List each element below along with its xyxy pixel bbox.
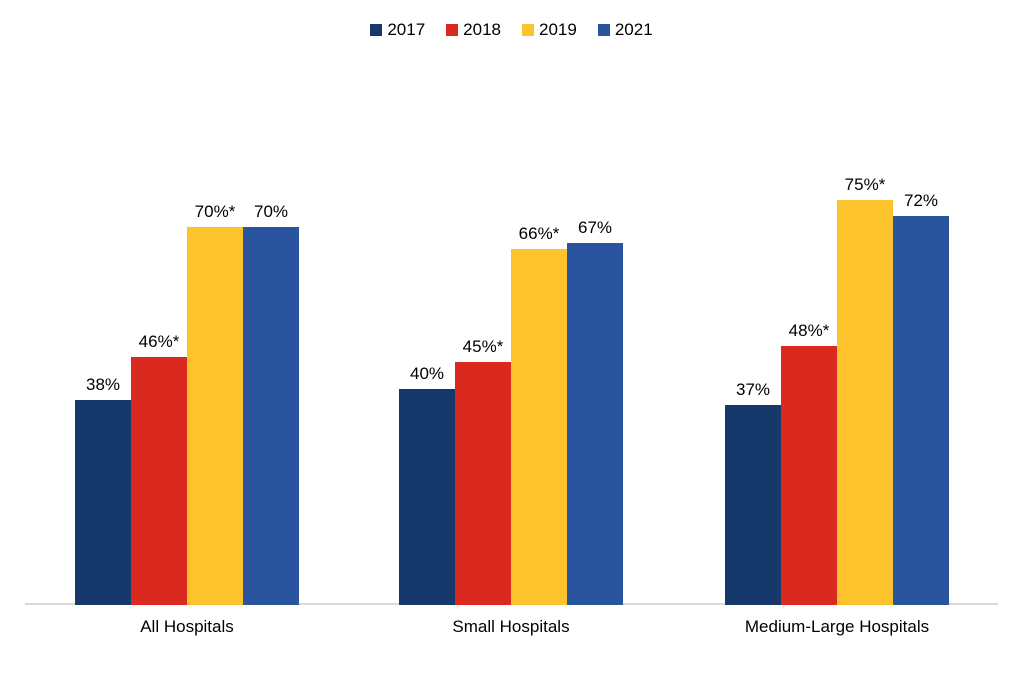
data-label: 48%* (788, 321, 830, 340)
data-label: 70%* (194, 202, 236, 221)
data-label: 75%* (844, 175, 886, 194)
chart-legend: 2017 2018 2019 2021 (0, 21, 1023, 38)
bar-2018 (131, 357, 187, 605)
legend-swatch-icon (370, 23, 383, 36)
bar-2017 (399, 389, 455, 605)
category-axis-labels: All Hospitals Small Hospitals Medium-Large… (0, 617, 1023, 641)
bar-2021 (893, 216, 949, 605)
bar-column: 46%* (131, 65, 187, 605)
bar-column: 40% (399, 65, 455, 605)
legend-label: 2021 (614, 20, 653, 39)
legend-item-2017: 2017 (370, 21, 425, 38)
bar-2018 (781, 346, 837, 605)
category-label: All Hospitals (140, 617, 234, 636)
bar-2019 (187, 227, 243, 605)
data-label: 45%* (462, 337, 504, 356)
data-label: 72% (903, 191, 939, 210)
legend-item-2019: 2019 (522, 21, 577, 38)
bar-group: 38% 46%* 70%* 70% (75, 65, 299, 605)
bar-column: 38% (75, 65, 131, 605)
data-label: 67% (577, 218, 613, 237)
bar-column: 75%* (837, 65, 893, 605)
bar-column: 67% (567, 65, 623, 605)
legend-label: 2017 (387, 20, 426, 39)
data-label: 38% (85, 375, 121, 394)
bar-2018 (455, 362, 511, 605)
legend-label: 2018 (463, 20, 501, 39)
bar-column: 70% (243, 65, 299, 605)
legend-item-2018: 2018 (446, 21, 501, 38)
legend-swatch-icon (597, 23, 610, 36)
legend-swatch-icon (446, 23, 459, 36)
data-label: 40% (409, 364, 445, 383)
bar-2017 (725, 405, 781, 605)
bar-2019 (511, 249, 567, 605)
bar-2019 (837, 200, 893, 605)
bar-group: 37% 48%* 75%* 72% (725, 65, 949, 605)
bar-column: 37% (725, 65, 781, 605)
bar-2021 (243, 227, 299, 605)
bar-column: 72% (893, 65, 949, 605)
bar-column: 48%* (781, 65, 837, 605)
legend-swatch-icon (522, 23, 534, 36)
data-label: 66%* (518, 224, 560, 243)
data-label: 37% (735, 380, 771, 399)
bar-column: 45%* (455, 65, 511, 605)
data-label: 70% (253, 202, 289, 221)
legend-label: 2019 (539, 20, 577, 39)
plot-area: 38% 46%* 70%* 70% 40% 45%* 66%* 67% 37% 48%* 75%* 7… (0, 65, 1023, 605)
legend-item-2021: 2021 (597, 20, 653, 39)
data-label: 46%* (138, 332, 180, 351)
bar-column: 70%* (187, 65, 243, 605)
category-label: Small Hospitals (452, 617, 570, 636)
bar-2021 (567, 243, 623, 605)
category-label: Medium-Large Hospitals (744, 617, 930, 636)
bar-column: 66%* (511, 65, 567, 605)
bar-group: 40% 45%* 66%* 67% (399, 65, 623, 605)
bar-2017 (75, 400, 131, 605)
